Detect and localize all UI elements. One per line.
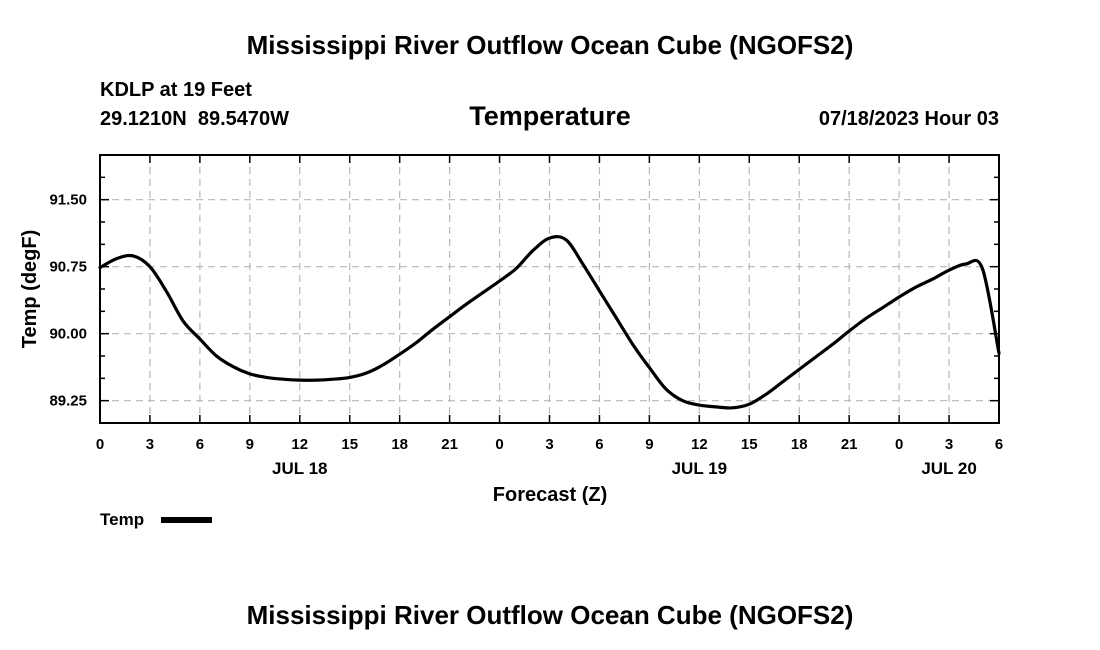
day-label: JUL 20 bbox=[921, 459, 976, 478]
day-label: JUL 18 bbox=[272, 459, 327, 478]
day-label: JUL 19 bbox=[672, 459, 727, 478]
x-tick-label: 3 bbox=[545, 436, 553, 453]
x-tick-label: 3 bbox=[945, 436, 953, 453]
y-tick-label: 90.00 bbox=[49, 326, 87, 343]
x-tick-label: 18 bbox=[791, 436, 808, 453]
x-tick-label: 9 bbox=[645, 436, 653, 453]
top-title: Mississippi River Outflow Ocean Cube (NG… bbox=[247, 30, 854, 60]
x-tick-label: 3 bbox=[146, 436, 154, 453]
grid-lines bbox=[100, 155, 999, 423]
x-tick-label: 0 bbox=[96, 436, 104, 453]
x-tick-labels: 0 3 6 9 12 15 18 21 0 3 6 9 12 15 18 21 0 3 6 bbox=[96, 436, 1003, 453]
x-tick-label: 15 bbox=[341, 436, 358, 453]
station-name: KDLP at 19 Feet bbox=[100, 79, 252, 101]
x-tick-label: 0 bbox=[495, 436, 503, 453]
x-tick-label: 12 bbox=[691, 436, 708, 453]
series-layer bbox=[98, 235, 1001, 410]
legend-swatch bbox=[161, 517, 212, 523]
day-labels: JUL 18 JUL 19 JUL 20 bbox=[272, 459, 977, 478]
x-tick-label: 0 bbox=[895, 436, 903, 453]
station-coordinates: 29.1210N 89.5470W bbox=[100, 108, 289, 130]
x-tick-label: 6 bbox=[196, 436, 204, 453]
x-tick-label: 12 bbox=[291, 436, 308, 453]
x-tick-label: 21 bbox=[841, 436, 858, 453]
x-tick-label: 9 bbox=[246, 436, 254, 453]
x-axis-title: Forecast (Z) bbox=[493, 484, 607, 506]
y-tick-label: 89.25 bbox=[49, 393, 87, 410]
x-tick-label: 6 bbox=[595, 436, 603, 453]
legend-label: Temp bbox=[100, 510, 144, 529]
x-tick-label: 6 bbox=[995, 436, 1003, 453]
x-tick-label: 21 bbox=[441, 436, 458, 453]
y-tick-label: 91.50 bbox=[49, 192, 87, 209]
axis-ticks bbox=[99, 154, 1000, 424]
y-tick-label: 90.75 bbox=[49, 259, 87, 276]
series-line-temp bbox=[98, 235, 1001, 410]
y-tick-labels: 89.25 90.00 90.75 91.50 bbox=[49, 192, 87, 410]
y-axis-title: Temp (degF) bbox=[19, 230, 41, 349]
bottom-title: Mississippi River Outflow Ocean Cube (NG… bbox=[247, 600, 854, 630]
x-tick-label: 18 bbox=[391, 436, 408, 453]
x-tick-label: 15 bbox=[741, 436, 758, 453]
forecast-datetime: 07/18/2023 Hour 03 bbox=[819, 108, 999, 130]
chart-title: Temperature bbox=[469, 101, 631, 131]
